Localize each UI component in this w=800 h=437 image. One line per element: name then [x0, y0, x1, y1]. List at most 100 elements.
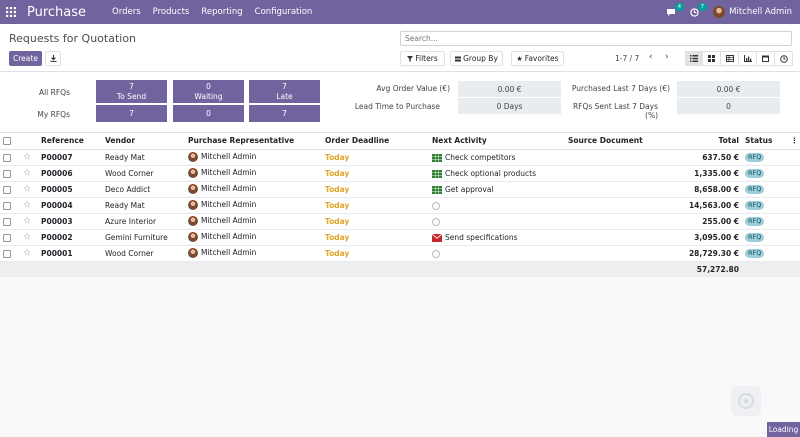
- deadline-cell[interactable]: Today: [322, 213, 429, 230]
- tile-my-waiting[interactable]: 0: [173, 105, 244, 122]
- status-header[interactable]: Status: [742, 133, 789, 150]
- priority-star-icon[interactable]: ☆: [23, 168, 32, 178]
- representative-cell[interactable]: Mitchell Admin: [185, 165, 322, 182]
- reference-cell[interactable]: P00007: [38, 149, 102, 166]
- activity-cell[interactable]: [429, 197, 565, 214]
- deadline-cell[interactable]: Today: [322, 149, 429, 166]
- row-priority-cell[interactable]: ☆: [20, 245, 38, 262]
- total-cell[interactable]: 28,729.30 €: [667, 245, 742, 262]
- source-cell[interactable]: [565, 181, 667, 198]
- reference-cell[interactable]: P00005: [38, 181, 102, 198]
- activity-cell[interactable]: [429, 245, 565, 262]
- row-priority-cell[interactable]: ☆: [20, 213, 38, 230]
- representative-cell[interactable]: Mitchell Admin: [185, 213, 322, 230]
- representative-cell[interactable]: Mitchell Admin: [185, 245, 322, 262]
- row-select-cell[interactable]: [0, 229, 20, 246]
- table-row[interactable]: ☆ P00001 Wood Corner Mitchell Admin Today 28,…: [0, 245, 800, 262]
- table-row[interactable]: ☆ P00003 Azure Interior Mitchell Admin Today…: [0, 213, 800, 230]
- reference-cell[interactable]: P00006: [38, 165, 102, 182]
- row-select-cell[interactable]: [0, 149, 20, 166]
- source-cell[interactable]: [565, 165, 667, 182]
- table-row[interactable]: ☆ P00004 Ready Mat Mitchell Admin Today 14,56…: [0, 197, 800, 214]
- pager-previous-icon[interactable]: ‹: [649, 52, 653, 62]
- source-cell[interactable]: [565, 197, 667, 214]
- user-avatar[interactable]: [713, 6, 726, 18]
- source-cell[interactable]: [565, 213, 667, 230]
- row-select-cell[interactable]: [0, 181, 20, 198]
- vendor-cell[interactable]: Gemini Furniture: [102, 229, 185, 246]
- priority-star-icon[interactable]: ☆: [23, 200, 32, 210]
- activity-clock-icon[interactable]: [432, 217, 440, 226]
- tile-all-late[interactable]: 7 Late: [249, 80, 320, 103]
- filters-button[interactable]: Filters: [400, 51, 445, 66]
- representative-cell[interactable]: Mitchell Admin: [185, 229, 322, 246]
- priority-star-icon[interactable]: ☆: [23, 152, 32, 162]
- representative-cell[interactable]: Mitchell Admin: [185, 197, 322, 214]
- row-priority-cell[interactable]: ☆: [20, 197, 38, 214]
- search-bar[interactable]: [400, 31, 792, 46]
- reference-cell[interactable]: P00004: [38, 197, 102, 214]
- row-checkbox[interactable]: [3, 201, 11, 210]
- row-checkbox[interactable]: [3, 217, 11, 226]
- messages-button[interactable]: 4: [666, 2, 685, 17]
- total-cell[interactable]: 3,095.00 €: [667, 229, 742, 246]
- total-cell[interactable]: 1,335.00 €: [667, 165, 742, 182]
- activity-clock-icon[interactable]: [432, 249, 440, 258]
- deadline-header[interactable]: Order Deadline: [322, 133, 429, 150]
- tile-all-to-send[interactable]: 7 To Send: [96, 80, 167, 103]
- source-header[interactable]: Source Document: [565, 133, 667, 150]
- row-select-cell[interactable]: [0, 213, 20, 230]
- download-button[interactable]: [45, 51, 61, 66]
- reference-cell[interactable]: P00003: [38, 213, 102, 230]
- table-row[interactable]: ☆ P00005 Deco Addict Mitchell Admin Today Get…: [0, 181, 800, 198]
- tile-my-late[interactable]: 7: [249, 105, 320, 122]
- activity-cell[interactable]: Send specifications: [429, 229, 565, 246]
- optional-columns-icon[interactable]: ⋮: [789, 133, 800, 150]
- row-checkbox[interactable]: [3, 153, 11, 162]
- row-checkbox[interactable]: [3, 249, 11, 258]
- kanban-view-button[interactable]: [703, 51, 721, 66]
- activity-cell[interactable]: Check optional products: [429, 165, 565, 182]
- status-cell[interactable]: RFQ: [742, 213, 789, 230]
- status-cell[interactable]: RFQ: [742, 149, 789, 166]
- activity-view-button[interactable]: [775, 51, 793, 66]
- total-cell[interactable]: 14,563.00 €: [667, 197, 742, 214]
- total-cell[interactable]: 637.50 €: [667, 149, 742, 166]
- total-cell[interactable]: 255.00 €: [667, 213, 742, 230]
- activity-cell[interactable]: [429, 213, 565, 230]
- favorites-button[interactable]: ★ Favorites: [511, 51, 564, 66]
- activity-cell[interactable]: Get approval: [429, 181, 565, 198]
- deadline-cell[interactable]: Today: [322, 197, 429, 214]
- select-all-checkbox[interactable]: [3, 137, 11, 146]
- activity-clock-icon[interactable]: [432, 201, 440, 210]
- vendor-header[interactable]: Vendor: [102, 133, 185, 150]
- representative-header[interactable]: Purchase Representative: [185, 133, 322, 150]
- vendor-cell[interactable]: Wood Corner: [102, 245, 185, 262]
- representative-cell[interactable]: Mitchell Admin: [185, 149, 322, 166]
- pager-next-icon[interactable]: ›: [665, 52, 669, 62]
- priority-star-icon[interactable]: ☆: [23, 248, 32, 258]
- apps-menu-icon[interactable]: [0, 0, 22, 24]
- table-row[interactable]: ☆ P00007 Ready Mat Mitchell Admin Today Check…: [0, 149, 800, 166]
- table-row[interactable]: ☆ P00006 Wood Corner Mitchell Admin Today Che…: [0, 165, 800, 182]
- source-cell[interactable]: [565, 245, 667, 262]
- menu-reporting[interactable]: Reporting: [201, 7, 243, 17]
- vendor-cell[interactable]: Ready Mat: [102, 197, 185, 214]
- menu-products[interactable]: Products: [152, 7, 190, 17]
- select-all-cell[interactable]: [0, 133, 20, 150]
- groupby-button[interactable]: Group By: [450, 51, 503, 66]
- total-header[interactable]: Total: [667, 133, 742, 150]
- pager-value[interactable]: 1-7 / 7: [615, 54, 640, 63]
- vendor-cell[interactable]: Deco Addict: [102, 181, 185, 198]
- deadline-cell[interactable]: Today: [322, 229, 429, 246]
- row-checkbox[interactable]: [3, 185, 11, 194]
- row-checkbox[interactable]: [3, 233, 11, 242]
- activities-button[interactable]: 7: [690, 2, 708, 17]
- tile-all-waiting[interactable]: 0 Waiting: [173, 80, 244, 103]
- row-select-cell[interactable]: [0, 165, 20, 182]
- activity-header[interactable]: Next Activity: [429, 133, 565, 150]
- row-select-cell[interactable]: [0, 245, 20, 262]
- tile-my-to-send[interactable]: 7: [96, 105, 167, 122]
- deadline-cell[interactable]: Today: [322, 245, 429, 262]
- table-row[interactable]: ☆ P00002 Gemini Furniture Mitchell Admin Tod…: [0, 229, 800, 246]
